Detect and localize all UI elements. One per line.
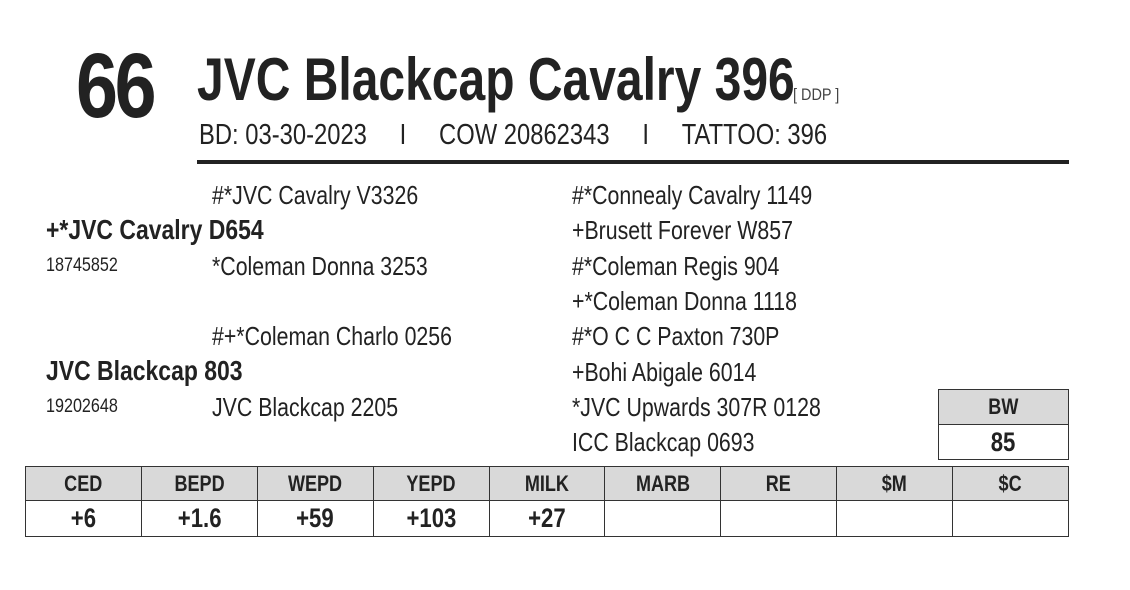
great-grandsire-4: *JVC Upwards 307R 0128 — [572, 392, 821, 422]
birth-date: BD: 03-30-2023 — [199, 119, 367, 151]
tag-label: [ DDP ] — [793, 85, 840, 104]
epd-value-c — [952, 500, 1069, 537]
epd-value-marb — [604, 500, 722, 537]
epd-value-milk: +27 — [488, 500, 606, 537]
epd-header-c: $C — [952, 466, 1069, 501]
dam-dam: JVC Blackcap 2205 — [212, 392, 399, 422]
epd-header-bepd: BEPD — [140, 466, 258, 501]
birth-weight-box: BW 85 — [938, 389, 1069, 460]
great-granddam-1: +Brusett Forever W857 — [572, 215, 793, 245]
epd-value-row: +6 +1.6 +59 +103 +27 — [25, 500, 1069, 537]
epd-value-yepd: +103 — [372, 500, 490, 537]
great-granddam-4: ICC Blackcap 0693 — [572, 427, 755, 457]
sire-dam: *Coleman Donna 3253 — [212, 251, 428, 281]
epd-header-ced: CED — [25, 466, 142, 501]
cow-number: COW 20862343 — [439, 119, 610, 151]
great-grandsire-1: #*Connealy Cavalry 1149 — [572, 180, 813, 210]
epd-value-m — [836, 500, 953, 537]
bw-header: BW — [938, 389, 1069, 425]
bw-value: 85 — [938, 424, 1069, 460]
epd-value-wepd: +59 — [256, 500, 374, 537]
epd-header-marb: MARB — [604, 466, 722, 501]
animal-name: JVC Blackcap Cavalry 396 — [197, 46, 795, 113]
separator: I — [642, 119, 649, 151]
epd-header-re: RE — [720, 466, 838, 501]
great-grandsire-3: #*O C C Paxton 730P — [572, 321, 780, 351]
epd-table: CED BEPD WEPD YEPD MILK MARB RE $M $C +6… — [25, 466, 1069, 537]
epd-header-row: CED BEPD WEPD YEPD MILK MARB RE $M $C — [25, 466, 1069, 501]
dam-sire: #+*Coleman Charlo 0256 — [212, 321, 453, 351]
sire-sire: #*JVC Cavalry V3326 — [212, 180, 419, 210]
epd-header-yepd: YEPD — [372, 466, 490, 501]
separator: I — [399, 119, 407, 151]
epd-value-re — [720, 500, 838, 537]
info-line: BD: 03-30-2023 I COW 20862343 I TATTOO: 396 — [199, 121, 827, 150]
sire-registration: 18745852 — [46, 255, 118, 276]
tattoo: TATTOO: 396 — [681, 119, 828, 151]
dam-registration: 19202648 — [46, 396, 118, 417]
great-grandsire-2: #*Coleman Regis 904 — [572, 251, 780, 281]
epd-header-wepd: WEPD — [256, 466, 374, 501]
epd-header-m: $M — [836, 466, 953, 501]
sire: +*JVC Cavalry D654 — [46, 214, 264, 245]
epd-value-bepd: +1.6 — [140, 500, 258, 537]
great-granddam-3: +Bohi Abigale 6014 — [572, 357, 757, 387]
epd-header-milk: MILK — [488, 466, 606, 501]
great-granddam-2: +*Coleman Donna 1118 — [572, 286, 798, 316]
epd-value-ced: +6 — [25, 500, 142, 537]
lot-number: 66 — [76, 35, 157, 137]
dam: JVC Blackcap 803 — [46, 355, 243, 386]
header-rule — [197, 160, 1069, 164]
